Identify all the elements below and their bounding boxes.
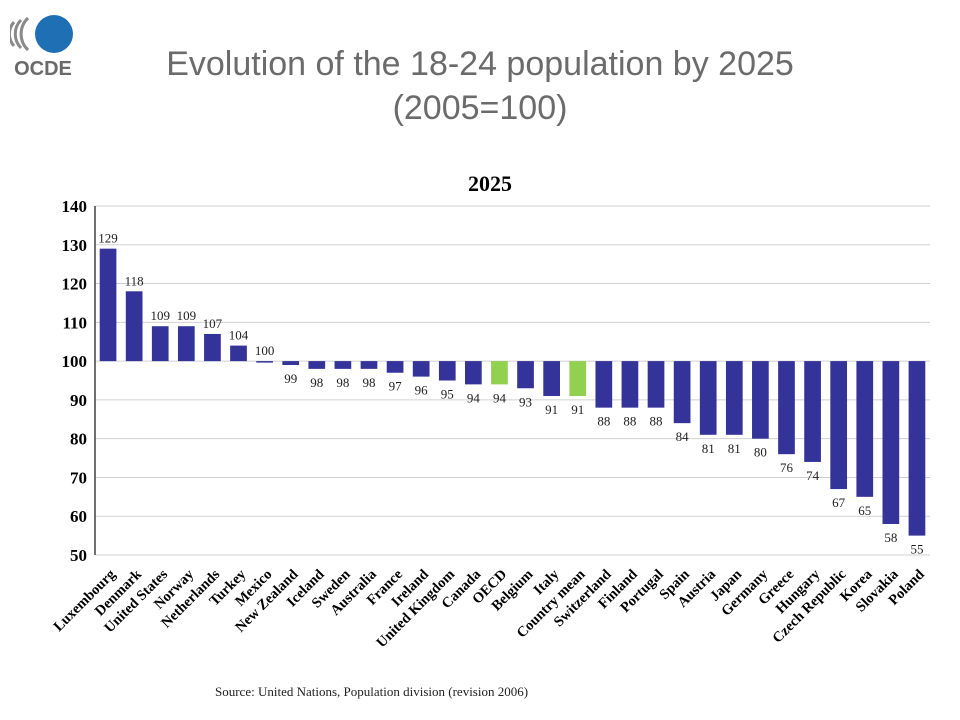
bar-netherlands [204, 333, 221, 362]
slide-title: Evolution of the 18-24 population by 202… [60, 42, 900, 130]
bar-spain [673, 361, 691, 424]
bar-australia [360, 361, 378, 369]
bar-luxembourg [99, 248, 117, 362]
bar-mexico [256, 361, 273, 363]
data-label: 84 [676, 429, 690, 444]
bar-denmark [125, 291, 143, 362]
y-tick-label: 130 [62, 236, 88, 255]
oecd-logo: OCDE [7, 8, 76, 80]
source-note: Source: United Nations, Population divis… [215, 684, 529, 699]
y-tick-label: 140 [62, 197, 88, 216]
y-axis-ticks: 50 60 70 80 90 100 110 120 130 140 [62, 197, 88, 565]
bar-united-states [151, 326, 169, 362]
bar-hungary [804, 361, 821, 462]
y-tick-label: 60 [70, 507, 87, 526]
bar-canada [465, 361, 482, 385]
data-label: 109 [150, 308, 170, 323]
bar-czech-republic [830, 361, 848, 490]
data-label: 76 [780, 460, 794, 475]
bar-iceland [308, 361, 326, 369]
data-label: 94 [467, 390, 481, 405]
bar-switzerland [595, 361, 613, 408]
y-tick-label: 100 [62, 352, 88, 371]
data-label: 98 [336, 375, 349, 390]
slide-title-line1: Evolution of the 18-24 population by 202… [166, 45, 794, 83]
bar-korea [856, 361, 874, 497]
data-label: 74 [806, 468, 820, 483]
data-label: 55 [910, 542, 923, 557]
data-label: 98 [362, 375, 375, 390]
bar-sweden [334, 361, 352, 369]
bar-turkey [230, 345, 247, 362]
data-label: 88 [597, 414, 610, 429]
bar-ireland [412, 361, 430, 377]
chart-title: 2025 [468, 171, 512, 196]
data-label: 97 [389, 379, 403, 394]
data-label: 96 [415, 383, 429, 398]
data-label: 91 [571, 402, 584, 417]
data-label: 80 [754, 445, 767, 460]
data-label: 81 [702, 441, 715, 456]
data-label: 129 [98, 231, 118, 246]
data-label: 107 [203, 316, 223, 331]
y-tick-label: 90 [70, 391, 87, 410]
bar-belgium [517, 361, 534, 389]
bar-poland [908, 361, 926, 536]
bar-austria [699, 361, 717, 435]
bar-greece [778, 361, 795, 455]
svg-text:OCDE: OCDE [14, 58, 72, 78]
bar-japan [725, 361, 743, 435]
data-label: 67 [832, 495, 846, 510]
data-label: 109 [177, 308, 197, 323]
data-label: 100 [255, 343, 275, 358]
y-tick-label: 70 [70, 468, 87, 487]
bar-norway [177, 326, 195, 362]
y-tick-label: 80 [70, 430, 87, 449]
data-label: 65 [858, 503, 871, 518]
data-label: 118 [125, 273, 144, 288]
bar-oecd [491, 361, 508, 385]
data-label: 91 [545, 402, 558, 417]
y-tick-label: 120 [62, 275, 88, 294]
bar-portugal [647, 361, 665, 408]
data-label: 95 [441, 387, 454, 402]
y-tick-label: 50 [70, 546, 87, 565]
data-label: 88 [650, 414, 663, 429]
bar-finland [621, 361, 639, 408]
data-label: 99 [284, 371, 297, 386]
data-label: 88 [623, 414, 636, 429]
data-label: 104 [229, 328, 249, 343]
slide-title-line2: (2005=100) [392, 89, 568, 127]
bar-country-mean [569, 361, 587, 397]
data-labels: 129 118 109 109 107 104 100 99 98 98 98 97 96 95 94 94 9… [98, 231, 923, 557]
bars [99, 248, 926, 536]
bar-france [386, 361, 404, 373]
bar-slovakia [882, 361, 900, 524]
data-label: 93 [519, 394, 532, 409]
data-label: 81 [728, 441, 741, 456]
bar-italy [543, 361, 560, 397]
data-label: 94 [493, 390, 507, 405]
y-tick-label: 110 [62, 313, 87, 332]
bar-germany [752, 361, 769, 439]
data-label: 58 [884, 530, 897, 545]
bar-new-zealand [282, 361, 300, 365]
data-label: 98 [310, 375, 323, 390]
bar-united-kingdom [438, 361, 456, 381]
